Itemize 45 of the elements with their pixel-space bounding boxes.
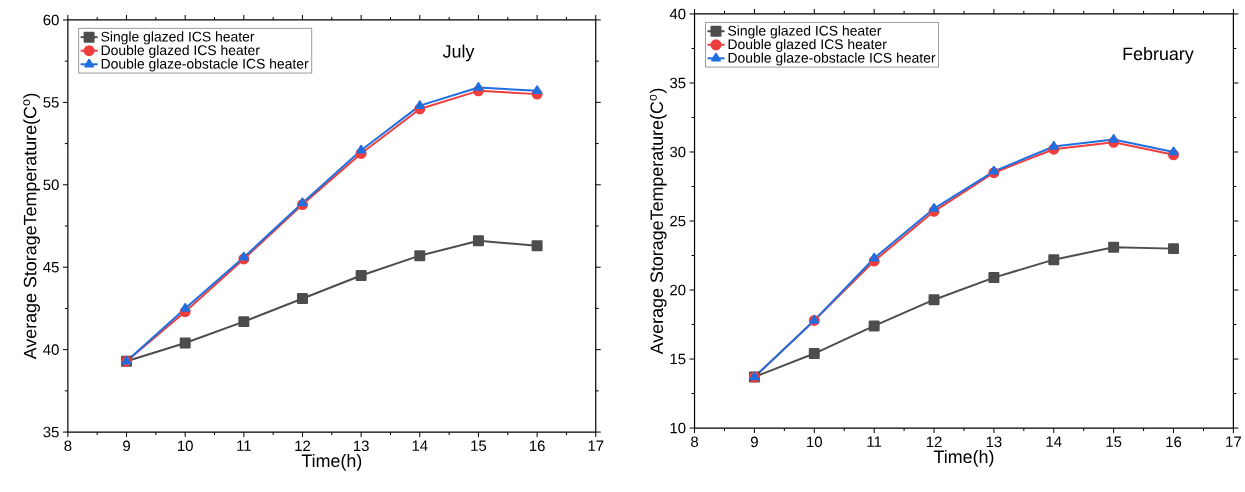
y-axis-title: Average StorageTemperature(C$^{o}$) xyxy=(649,88,667,355)
x-tick-label: 9 xyxy=(123,440,130,452)
x-tick-label: 13 xyxy=(353,440,369,452)
legend-label: Double glaze-obstacle ICS heater xyxy=(101,58,309,72)
y-tick-label: 35 xyxy=(670,77,686,89)
x-tick-label: 11 xyxy=(867,436,882,447)
x-axis-title: Time(h) xyxy=(933,449,994,467)
x-tick-label: 13 xyxy=(986,436,1002,448)
x-tick-label: 9 xyxy=(750,436,758,448)
y-tick-label: 35 xyxy=(43,426,59,438)
x-tick-label: 17 xyxy=(1226,436,1241,447)
y-tick-label: 60 xyxy=(43,14,59,26)
legend-label: Double glazed ICS heater xyxy=(728,39,887,52)
y-tick-label: 40 xyxy=(43,344,59,355)
y-tick-label: 20 xyxy=(670,284,686,296)
x-tick-label: 15 xyxy=(1106,436,1122,448)
x-tick-label: 8 xyxy=(691,436,699,448)
x-tick-label: 10 xyxy=(807,436,822,448)
x-tick-label: 12 xyxy=(926,436,942,448)
x-tick-label: 14 xyxy=(1046,436,1062,447)
legend-label: Double glazed ICS heater xyxy=(101,44,260,58)
annotation: July xyxy=(442,44,475,62)
y-tick-label: 25 xyxy=(670,215,686,227)
x-tick-label: 10 xyxy=(178,440,193,452)
x-tick-label: 16 xyxy=(1166,436,1182,448)
x-axis-title: Time(h) xyxy=(301,453,362,471)
legend-label: Single glazed ICS heater xyxy=(728,25,882,39)
y-tick-label: 40 xyxy=(669,8,686,20)
y-axis-title: Average StorageTemperature(C$^{o}$) xyxy=(23,93,40,360)
legend-label: Double glaze-obstacle ICS heater xyxy=(728,52,936,66)
x-tick-label: 8 xyxy=(64,440,72,452)
y-tick-label: 30 xyxy=(670,146,686,158)
y-tick-label: 10 xyxy=(670,422,686,434)
y-tick-label: 15 xyxy=(670,353,686,365)
legend-label: Single glazed ICS heater xyxy=(101,31,255,45)
x-tick-label: 11 xyxy=(237,440,251,451)
x-tick-label: 15 xyxy=(471,440,487,451)
annotation: February xyxy=(1123,47,1194,64)
x-tick-label: 17 xyxy=(588,440,604,451)
y-tick-label: 50 xyxy=(43,179,59,191)
x-tick-label: 16 xyxy=(529,440,545,452)
y-tick-label: 55 xyxy=(43,97,59,108)
y-tick-label: 45 xyxy=(43,262,59,273)
x-tick-label: 14 xyxy=(412,440,428,451)
x-tick-label: 12 xyxy=(295,440,311,452)
